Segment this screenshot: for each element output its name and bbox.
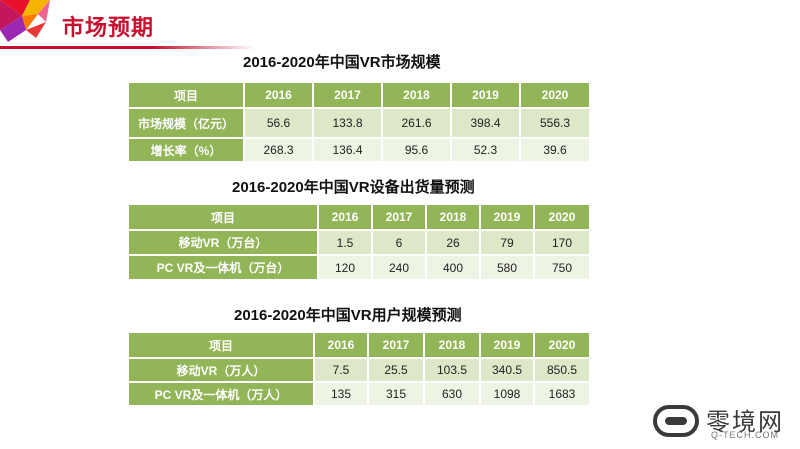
value-cell: 315 bbox=[367, 381, 425, 407]
value-cell: 1.5 bbox=[317, 229, 373, 256]
value-cell: 400 bbox=[425, 254, 481, 281]
value-cell: 850.5 bbox=[533, 357, 591, 383]
page-title: 市场预期 bbox=[62, 15, 155, 40]
value-cell: 340.5 bbox=[479, 357, 535, 383]
header-cell: 2020 bbox=[533, 331, 591, 359]
table-row: 市场规模（亿元） 56.6 133.8 261.6 398.4 556.3 bbox=[127, 107, 591, 139]
value-cell: 268.3 bbox=[243, 137, 314, 163]
header-cell: 2020 bbox=[533, 203, 591, 231]
header-cell: 项目 bbox=[127, 203, 319, 231]
value-cell: 1683 bbox=[533, 381, 591, 407]
value-cell: 7.5 bbox=[313, 357, 369, 383]
table1-title: 2016-2020年中国VR市场规模 bbox=[243, 54, 441, 71]
value-cell: 39.6 bbox=[519, 137, 591, 163]
value-cell: 120 bbox=[317, 254, 373, 281]
value-cell: 136.4 bbox=[312, 137, 383, 163]
brand-url: Q-TECH.COM bbox=[711, 430, 779, 440]
value-cell: 52.3 bbox=[450, 137, 521, 163]
value-cell: 6 bbox=[371, 229, 427, 256]
value-cell: 79 bbox=[479, 229, 535, 256]
value-cell: 261.6 bbox=[381, 107, 452, 139]
header-underline bbox=[0, 46, 255, 49]
table-row: 增长率（%） 268.3 136.4 95.6 52.3 39.6 bbox=[127, 137, 591, 163]
value-cell: 1098 bbox=[479, 381, 535, 407]
value-cell: 135 bbox=[313, 381, 369, 407]
value-cell: 170 bbox=[533, 229, 591, 256]
corner-logo bbox=[0, 0, 50, 42]
value-cell: 95.6 bbox=[381, 137, 452, 163]
value-cell: 56.6 bbox=[243, 107, 314, 139]
header-cell: 2016 bbox=[317, 203, 373, 231]
value-cell: 556.3 bbox=[519, 107, 591, 139]
table-row: PC VR及一体机（万台） 120 240 400 580 750 bbox=[127, 254, 591, 281]
value-cell: 26 bbox=[425, 229, 481, 256]
table2-title: 2016-2020年中国VR设备出货量预测 bbox=[232, 179, 475, 196]
header-cell: 2018 bbox=[425, 203, 481, 231]
value-cell: 398.4 bbox=[450, 107, 521, 139]
header-cell: 2016 bbox=[313, 331, 369, 359]
table3-title: 2016-2020年中国VR用户规模预测 bbox=[234, 307, 462, 324]
header-cell: 项目 bbox=[127, 81, 245, 109]
shipment-forecast-table: 项目 2016 2017 2018 2019 2020 移动VR（万台） 1.5… bbox=[127, 203, 591, 281]
value-cell: 240 bbox=[371, 254, 427, 281]
header-cell: 2018 bbox=[381, 81, 452, 109]
value-cell: 750 bbox=[533, 254, 591, 281]
header-cell: 2020 bbox=[519, 81, 591, 109]
table-row: 移动VR（万人） 7.5 25.5 103.5 340.5 850.5 bbox=[127, 357, 591, 383]
brand-name: 零境网 bbox=[706, 409, 784, 436]
header-cell: 2017 bbox=[371, 203, 427, 231]
row-label: 增长率（%） bbox=[127, 137, 245, 163]
header-cell: 2016 bbox=[243, 81, 314, 109]
market-size-table: 项目 2016 2017 2018 2019 2020 市场规模（亿元） 56.… bbox=[127, 81, 591, 163]
value-cell: 25.5 bbox=[367, 357, 425, 383]
row-label: PC VR及一体机（万人） bbox=[127, 381, 315, 407]
header-cell: 2018 bbox=[423, 331, 481, 359]
header-cell: 2019 bbox=[450, 81, 521, 109]
user-scale-table: 项目 2016 2017 2018 2019 2020 移动VR（万人） 7.5… bbox=[127, 331, 591, 407]
value-cell: 580 bbox=[479, 254, 535, 281]
header-cell: 2017 bbox=[312, 81, 383, 109]
brand-logo-icon bbox=[653, 405, 699, 437]
row-label: 市场规模（亿元） bbox=[127, 107, 245, 139]
value-cell: 103.5 bbox=[423, 357, 481, 383]
value-cell: 133.8 bbox=[312, 107, 383, 139]
header-cell: 2019 bbox=[479, 203, 535, 231]
header-cell: 2019 bbox=[479, 331, 535, 359]
row-label: 移动VR（万人） bbox=[127, 357, 315, 383]
table-row: PC VR及一体机（万人） 135 315 630 1098 1683 bbox=[127, 381, 591, 407]
header-cell: 2017 bbox=[367, 331, 425, 359]
row-label: 移动VR（万台） bbox=[127, 229, 319, 256]
row-label: PC VR及一体机（万台） bbox=[127, 254, 319, 281]
header-cell: 项目 bbox=[127, 331, 315, 359]
value-cell: 630 bbox=[423, 381, 481, 407]
table-row: 移动VR（万台） 1.5 6 26 79 170 bbox=[127, 229, 591, 256]
